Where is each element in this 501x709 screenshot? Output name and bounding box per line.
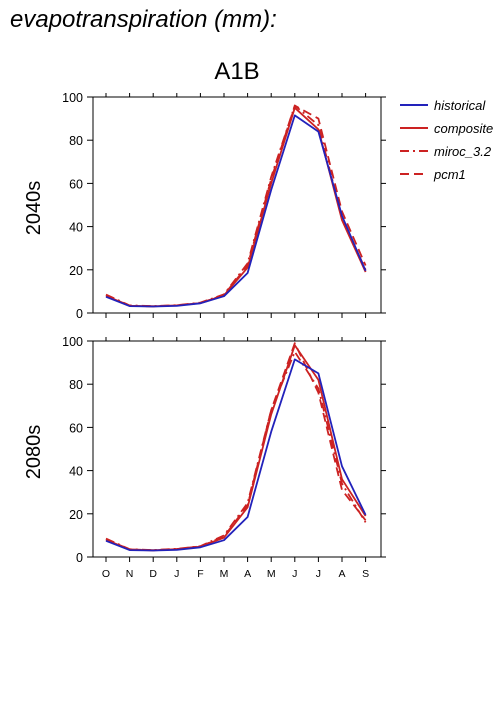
y-tick-label: 20 [69, 264, 83, 278]
series-line-historical [105, 114, 367, 308]
scenario-title: A1B [214, 58, 259, 85]
y-tick-label: 60 [69, 177, 83, 191]
x-tick-label: M [220, 568, 229, 580]
x-tick-label: A [338, 568, 345, 580]
x-tick-label: M [267, 568, 276, 580]
x-tick-label: N [126, 568, 134, 580]
x-tick-label: J [174, 568, 179, 580]
y-tick-label: 0 [76, 307, 83, 321]
legend-label-pcm1: pcm1 [433, 167, 466, 182]
series-line-historical [105, 358, 367, 552]
x-tick-label: A [244, 568, 251, 580]
row-label: 2080s [23, 425, 45, 480]
legend-item-miroc: miroc_3.2 [400, 144, 492, 159]
row-label: 2040s [23, 181, 45, 236]
series-line-miroc-3-2 [105, 350, 367, 551]
plot-frame [92, 96, 382, 314]
y-tick-label: 100 [62, 91, 83, 105]
y-tick-label: 40 [69, 465, 83, 479]
x-tick-label: J [292, 568, 297, 580]
y-tick-label: 80 [69, 134, 83, 148]
x-tick-label: S [362, 568, 369, 580]
panel-2040s: 0 20 40 60 80 100 2040s [23, 91, 386, 321]
plot-frame [92, 340, 382, 558]
legend-item-historical: historical [400, 98, 486, 113]
x-tick-label: D [149, 568, 157, 580]
series-line-pcm1 [105, 342, 367, 552]
legend-label-miroc: miroc_3.2 [434, 144, 492, 159]
y-tick-label: 20 [69, 508, 83, 522]
legend-item-pcm1: pcm1 [400, 167, 466, 182]
legend: historical composite miroc_3.2 pcm1 [400, 98, 493, 182]
y-tick-label: 60 [69, 421, 83, 435]
panel-2080s: 0 20 40 60 80 100 O N D J F M A M J J A S 2080s [23, 335, 386, 580]
series-line-miroc-3-2 [105, 104, 367, 308]
y-tick-label: 100 [62, 335, 83, 349]
x-tick-label: J [316, 568, 321, 580]
y-tick-label: 0 [76, 551, 83, 565]
legend-label-historical: historical [434, 98, 486, 113]
x-tick-label: O [102, 568, 110, 580]
legend-label-composite: composite [434, 121, 493, 136]
y-tick-label: 80 [69, 378, 83, 392]
figure-title: evapotranspiration (mm): [10, 6, 277, 33]
series-line-pcm1 [105, 104, 367, 308]
series-line-composite [105, 106, 367, 308]
x-tick-label: F [197, 568, 203, 580]
y-tick-label: 40 [69, 221, 83, 235]
legend-item-composite: composite [400, 121, 493, 136]
